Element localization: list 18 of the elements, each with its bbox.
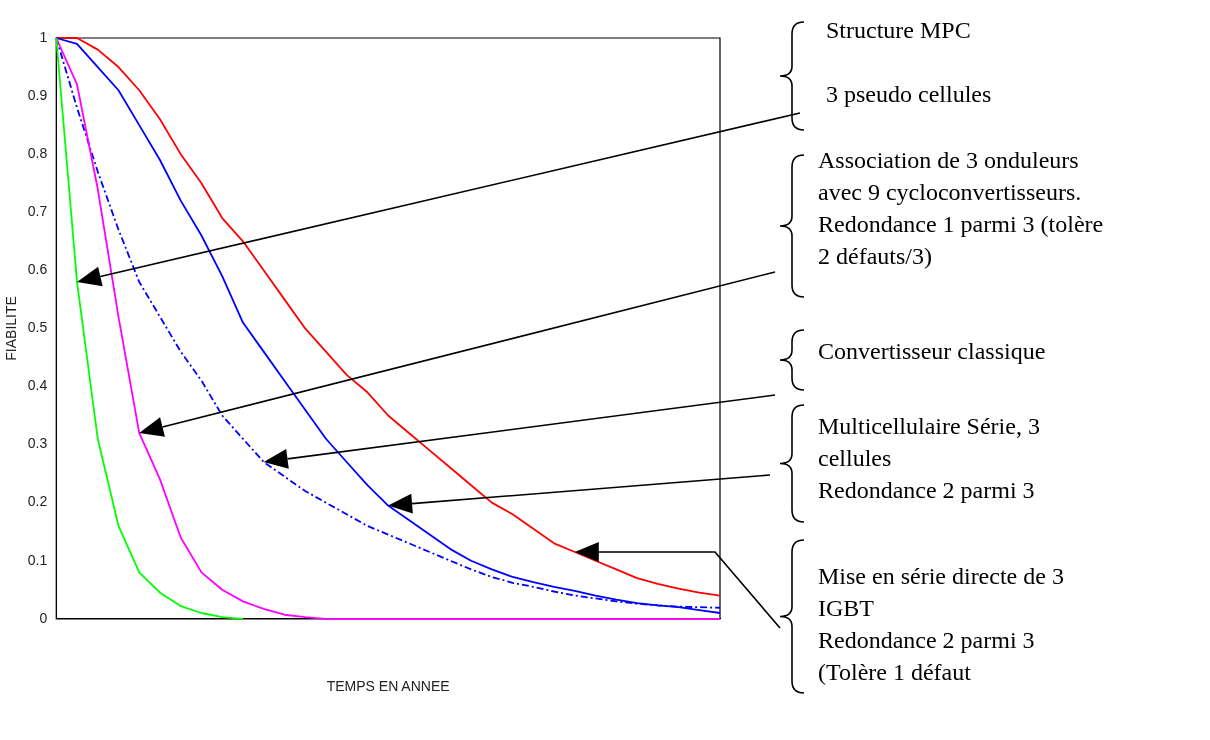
text: Structure MPC 3 pseudo cellules bbox=[826, 17, 992, 107]
y-tick-label: 0.1 bbox=[27, 551, 48, 568]
x-axis-title: TEMPS EN ANNEE bbox=[326, 678, 450, 695]
text: Multicellulaire Série, 3 cellules Redondance 2 parmi 3 bbox=[818, 412, 1040, 505]
y-tick-label: 0.8 bbox=[27, 145, 48, 162]
y-tick-label: 0.5 bbox=[27, 319, 48, 336]
text: Convertisseur classique bbox=[818, 337, 1046, 366]
y-axis-title: FIABILITE bbox=[3, 296, 20, 361]
y-tick-label: 0.9 bbox=[27, 86, 48, 103]
y-tick-label: 0.2 bbox=[27, 493, 48, 510]
y-tick-label: 0.7 bbox=[27, 203, 48, 220]
text: Association de 3 onduleurs avec 9 cycloconvertisseurs. Redondance 1 parmi 3 (tolère 2 défauts/3) bbox=[818, 146, 1104, 271]
y-tick-label: 0 bbox=[39, 609, 48, 626]
text: Mise en série directe de 3 IGBT Redondance 2 parmi 3 (Tolère 1 défaut bbox=[818, 562, 1064, 687]
y-tick-label: 1 bbox=[39, 28, 48, 45]
y-tick-label: 0.6 bbox=[27, 261, 48, 278]
y-tick-label: 0.3 bbox=[27, 435, 48, 452]
y-tick-label: 0.4 bbox=[27, 377, 48, 394]
